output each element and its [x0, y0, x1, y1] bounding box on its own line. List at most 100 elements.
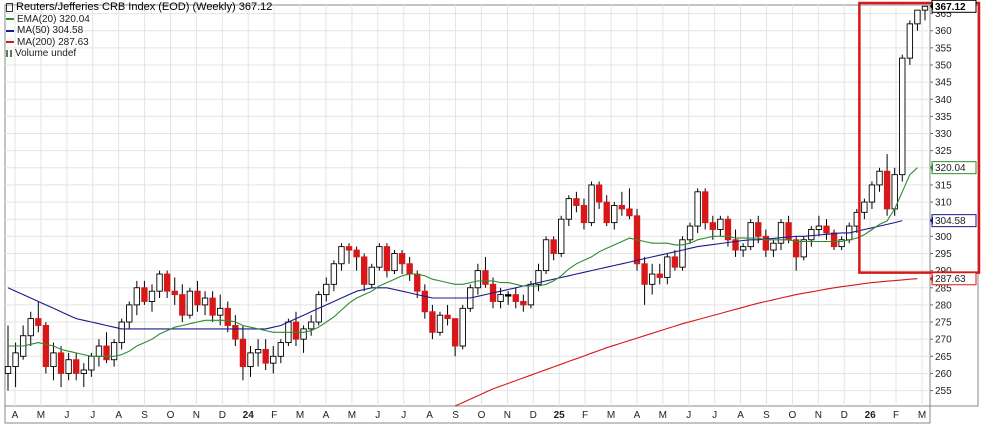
ma200-label: MA(200) 287.63 — [17, 36, 89, 48]
candle — [444, 304, 451, 326]
legend-title-row: Reuters/Jefferies CRB Index (EOD) (Weekl… — [6, 1, 272, 14]
candle-body — [830, 232, 838, 248]
ma50-swatch — [6, 29, 14, 32]
candle — [815, 215, 823, 237]
candle-body — [648, 273, 656, 285]
candle-body — [209, 297, 216, 316]
candle-body — [414, 273, 421, 292]
candle — [648, 263, 656, 295]
candle — [664, 253, 671, 285]
candle — [186, 287, 194, 319]
candle — [292, 311, 300, 347]
candle — [57, 346, 65, 388]
candle-body — [292, 321, 300, 340]
candle-body — [118, 321, 125, 344]
price-tag-pointer — [930, 216, 933, 225]
candle-body — [148, 290, 156, 302]
x-tick-label: 26 — [865, 410, 877, 421]
candle-body — [512, 294, 519, 302]
candle — [876, 167, 883, 192]
candle — [482, 256, 489, 288]
x-tick-label: A — [323, 410, 330, 421]
y-tick-label: 275 — [935, 318, 952, 329]
y-tick-label: 255 — [935, 386, 952, 397]
candle-body — [323, 283, 330, 296]
candle-body — [641, 263, 648, 285]
candle-body — [224, 307, 231, 326]
x-tick-label: N — [815, 410, 822, 421]
ma200-line — [454, 278, 918, 407]
candle — [611, 202, 618, 230]
y-tick-label: 265 — [935, 352, 952, 363]
x-tick-label: J — [686, 410, 691, 421]
candle-body — [823, 225, 830, 234]
candle-body — [270, 355, 277, 364]
x-tick-label: O — [167, 410, 175, 421]
x-tick-label: A — [12, 410, 19, 421]
candle — [171, 277, 178, 305]
candle — [224, 301, 231, 333]
candle-body — [277, 342, 285, 357]
candle-body — [80, 369, 87, 374]
candle — [550, 236, 557, 261]
candle-body — [444, 314, 451, 320]
candle — [542, 236, 550, 275]
candle — [565, 195, 572, 227]
candle-body — [558, 218, 565, 254]
candle-body — [141, 287, 148, 302]
price-tag-pointer — [930, 163, 933, 172]
candle — [671, 250, 679, 271]
candle-body — [792, 239, 800, 258]
candle-body — [376, 246, 383, 268]
candle — [42, 322, 50, 374]
legend-ma50: MA(50) 304.58 — [6, 25, 272, 37]
candle — [118, 318, 125, 350]
candle-body — [800, 239, 807, 258]
y-tick-label: 340 — [935, 95, 952, 106]
candle — [588, 181, 595, 227]
candle-body — [398, 253, 406, 265]
candle-body — [383, 246, 391, 272]
x-tick-label: M — [348, 410, 356, 421]
candle — [641, 256, 648, 305]
ema20-swatch — [6, 18, 14, 21]
candle — [899, 54, 906, 182]
x-tick-label: J — [90, 410, 95, 421]
y-tick-label: 355 — [935, 43, 952, 54]
candle-body — [838, 239, 845, 248]
x-tick-label: J — [401, 410, 406, 421]
candle-body — [217, 307, 224, 316]
candle — [239, 325, 247, 381]
x-tick-label: N — [504, 410, 511, 421]
candle — [694, 188, 701, 233]
y-tick-label: 270 — [935, 335, 952, 346]
candle-body — [702, 191, 709, 224]
x-tick-label: M — [607, 410, 615, 421]
candle-body — [126, 304, 133, 323]
candle-body — [186, 290, 194, 316]
x-tick-label: A — [426, 410, 433, 421]
candle-body — [27, 318, 34, 337]
candle — [300, 325, 307, 353]
candle-body — [876, 170, 883, 186]
candle-body — [626, 208, 633, 217]
candle — [830, 229, 838, 251]
candle-body — [747, 222, 754, 248]
candle — [80, 363, 87, 388]
candle-body — [156, 273, 163, 292]
candle — [254, 339, 262, 367]
candle-body — [906, 23, 914, 59]
candle-body — [391, 253, 398, 272]
candle-body — [4, 366, 12, 374]
y-tick-label: 345 — [935, 78, 952, 89]
candle-body — [595, 184, 603, 203]
candle-body — [664, 256, 671, 278]
candle — [656, 263, 663, 285]
candle — [421, 284, 428, 319]
candle — [838, 236, 845, 251]
candle — [558, 215, 565, 257]
candle — [823, 219, 830, 240]
candle-body — [65, 359, 72, 374]
x-tick-label: D — [530, 410, 537, 421]
